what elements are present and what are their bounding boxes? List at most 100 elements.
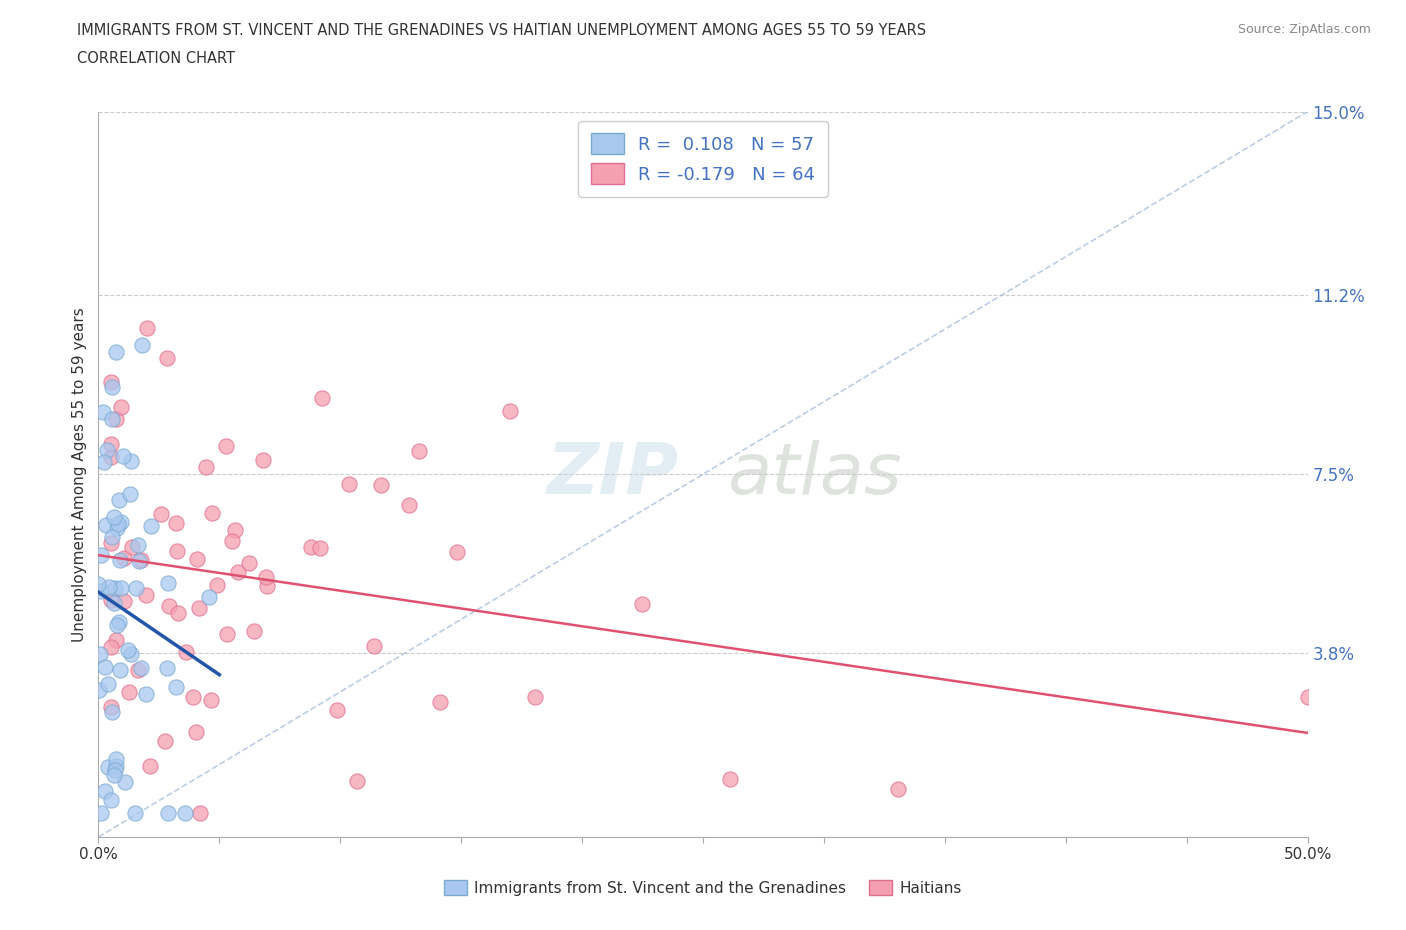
- Point: [181, 689, 204, 704]
- Point: [242, 623, 264, 638]
- Text: IMMIGRANTS FROM ST. VINCENT AND THE GRENADINES VS HAITIAN UNEMPLOYMENT AMONG AGE: IMMIGRANTS FROM ST. VINCENT AND THE GREN…: [77, 23, 927, 38]
- Point: [107, 516, 129, 531]
- Point: [200, 693, 222, 708]
- Point: [100, 792, 122, 807]
- Point: [1296, 689, 1319, 704]
- Point: [221, 534, 243, 549]
- Point: [127, 538, 149, 552]
- Point: [101, 529, 124, 544]
- Point: [326, 703, 349, 718]
- Text: CORRELATION CHART: CORRELATION CHART: [77, 51, 235, 66]
- Point: [103, 767, 125, 782]
- Point: [105, 411, 128, 426]
- Point: [100, 375, 122, 390]
- Point: [139, 758, 162, 773]
- Point: [100, 639, 122, 654]
- Point: [398, 498, 420, 512]
- Point: [195, 460, 218, 475]
- Point: [127, 662, 149, 677]
- Point: [346, 774, 368, 789]
- Point: [141, 519, 163, 534]
- Point: [429, 695, 451, 710]
- Point: [299, 539, 322, 554]
- Point: [205, 578, 228, 592]
- Text: atlas: atlas: [727, 440, 901, 509]
- Point: [408, 444, 430, 458]
- Point: [215, 626, 238, 641]
- Point: [104, 580, 127, 595]
- Point: [121, 539, 143, 554]
- Point: [89, 647, 111, 662]
- Point: [90, 805, 112, 820]
- Point: [131, 338, 153, 352]
- Point: [157, 599, 180, 614]
- Point: [224, 523, 246, 538]
- Point: [89, 683, 111, 698]
- Point: [118, 684, 141, 699]
- Point: [446, 544, 468, 559]
- Point: [97, 760, 120, 775]
- Point: [93, 455, 115, 470]
- Point: [165, 680, 187, 695]
- Point: [108, 663, 131, 678]
- Point: [718, 771, 741, 786]
- Point: [114, 775, 136, 790]
- Point: [226, 565, 249, 579]
- Point: [110, 399, 132, 414]
- Point: [100, 449, 122, 464]
- Point: [104, 758, 127, 773]
- Point: [153, 733, 176, 748]
- Point: [630, 596, 652, 611]
- Point: [107, 615, 129, 630]
- Point: [108, 552, 131, 567]
- Point: [100, 700, 122, 715]
- Point: [370, 478, 392, 493]
- Point: [117, 642, 139, 657]
- Point: [201, 506, 224, 521]
- Point: [174, 644, 197, 659]
- Point: [167, 605, 190, 620]
- Point: [112, 594, 135, 609]
- Point: [166, 543, 188, 558]
- Point: [135, 588, 157, 603]
- Point: [188, 601, 211, 616]
- Text: ZIP: ZIP: [547, 440, 679, 509]
- Point: [104, 345, 127, 360]
- Point: [215, 438, 238, 453]
- Point: [105, 521, 128, 536]
- Point: [157, 576, 180, 591]
- Text: Source: ZipAtlas.com: Source: ZipAtlas.com: [1237, 23, 1371, 36]
- Point: [100, 437, 122, 452]
- Point: [120, 453, 142, 468]
- Point: [150, 507, 173, 522]
- Point: [110, 580, 132, 595]
- Point: [174, 805, 197, 820]
- Point: [107, 492, 129, 507]
- Point: [309, 540, 332, 555]
- Point: [256, 579, 278, 594]
- Point: [124, 805, 146, 820]
- Point: [101, 412, 124, 427]
- Point: [91, 405, 114, 419]
- Point: [112, 551, 135, 565]
- Point: [157, 805, 180, 820]
- Point: [112, 448, 135, 463]
- Point: [94, 660, 117, 675]
- Point: [94, 784, 117, 799]
- Point: [100, 705, 122, 720]
- Point: [103, 763, 125, 777]
- Point: [498, 404, 520, 418]
- Point: [87, 577, 110, 591]
- Point: [97, 676, 120, 691]
- Point: [165, 516, 187, 531]
- Point: [252, 453, 274, 468]
- Point: [136, 321, 159, 336]
- Point: [118, 487, 141, 502]
- Point: [155, 351, 177, 365]
- Point: [100, 592, 122, 607]
- Point: [103, 510, 125, 525]
- Point: [337, 477, 360, 492]
- Point: [105, 751, 128, 766]
- Y-axis label: Unemployment Among Ages 55 to 59 years: Unemployment Among Ages 55 to 59 years: [72, 307, 87, 642]
- Point: [156, 660, 179, 675]
